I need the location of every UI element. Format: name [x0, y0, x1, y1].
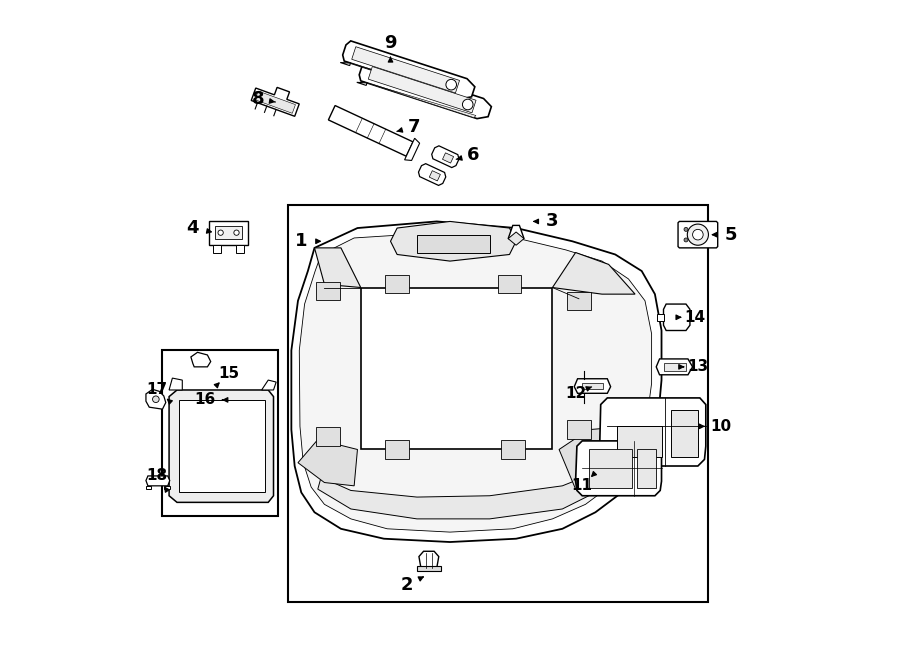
Text: 5: 5 — [724, 225, 737, 244]
Polygon shape — [663, 304, 690, 330]
Polygon shape — [191, 352, 211, 367]
Text: 16: 16 — [194, 393, 216, 407]
Text: 6: 6 — [467, 146, 480, 165]
Polygon shape — [347, 62, 459, 98]
Polygon shape — [215, 226, 242, 239]
Polygon shape — [553, 253, 635, 294]
Polygon shape — [576, 441, 662, 496]
Text: 12: 12 — [565, 386, 586, 401]
Circle shape — [693, 229, 703, 240]
Polygon shape — [508, 225, 524, 239]
Text: 3: 3 — [546, 212, 559, 231]
Polygon shape — [559, 426, 628, 489]
Text: 9: 9 — [384, 34, 397, 52]
Polygon shape — [356, 83, 367, 85]
Polygon shape — [391, 221, 516, 261]
Polygon shape — [385, 440, 409, 459]
Polygon shape — [318, 473, 608, 519]
Polygon shape — [255, 91, 295, 113]
Polygon shape — [352, 47, 460, 93]
Polygon shape — [361, 288, 553, 449]
Text: 2: 2 — [400, 576, 413, 594]
Text: 14: 14 — [684, 310, 705, 325]
Text: 8: 8 — [252, 90, 265, 108]
Circle shape — [152, 396, 159, 403]
Circle shape — [446, 79, 456, 90]
Polygon shape — [385, 275, 409, 293]
Text: 15: 15 — [218, 366, 239, 381]
Bar — [288, 205, 707, 602]
Polygon shape — [567, 292, 590, 310]
Polygon shape — [417, 566, 441, 571]
Polygon shape — [359, 61, 491, 118]
Circle shape — [234, 230, 239, 235]
Polygon shape — [364, 82, 476, 118]
Polygon shape — [314, 248, 361, 288]
Circle shape — [463, 99, 473, 110]
Polygon shape — [567, 420, 590, 439]
Polygon shape — [508, 232, 524, 245]
Polygon shape — [418, 164, 446, 185]
Polygon shape — [212, 245, 220, 253]
Polygon shape — [429, 171, 440, 181]
Polygon shape — [343, 41, 475, 98]
Text: 13: 13 — [688, 360, 708, 374]
Text: 1: 1 — [295, 232, 308, 251]
Polygon shape — [405, 138, 419, 161]
Polygon shape — [146, 476, 170, 486]
Polygon shape — [443, 153, 454, 163]
Text: 11: 11 — [572, 479, 593, 493]
Polygon shape — [664, 363, 686, 371]
Polygon shape — [209, 221, 248, 245]
Polygon shape — [237, 245, 245, 253]
Polygon shape — [589, 449, 632, 488]
Polygon shape — [671, 410, 698, 457]
Circle shape — [218, 230, 223, 235]
Text: 4: 4 — [186, 219, 199, 237]
Polygon shape — [179, 400, 265, 492]
Polygon shape — [418, 551, 439, 568]
Polygon shape — [169, 378, 183, 390]
Text: 18: 18 — [147, 469, 167, 483]
Polygon shape — [316, 282, 339, 300]
Polygon shape — [298, 440, 357, 486]
Polygon shape — [169, 390, 274, 502]
Polygon shape — [432, 146, 459, 167]
Polygon shape — [678, 221, 717, 248]
Polygon shape — [582, 383, 603, 389]
Polygon shape — [146, 389, 166, 409]
Polygon shape — [616, 426, 662, 457]
Polygon shape — [251, 87, 299, 116]
Circle shape — [688, 224, 708, 245]
Circle shape — [684, 238, 688, 242]
Circle shape — [684, 227, 688, 231]
Polygon shape — [146, 486, 151, 489]
Polygon shape — [300, 233, 652, 532]
Polygon shape — [316, 427, 339, 446]
Polygon shape — [417, 235, 490, 253]
Text: 10: 10 — [710, 419, 732, 434]
Polygon shape — [656, 359, 693, 375]
Polygon shape — [328, 106, 413, 156]
Text: 17: 17 — [147, 383, 167, 397]
Polygon shape — [368, 67, 476, 113]
Polygon shape — [498, 275, 521, 293]
Polygon shape — [574, 379, 610, 393]
Polygon shape — [262, 380, 276, 390]
Polygon shape — [599, 398, 706, 466]
Polygon shape — [292, 221, 662, 542]
Text: 7: 7 — [408, 118, 420, 136]
Polygon shape — [501, 440, 525, 459]
Polygon shape — [340, 63, 350, 65]
Polygon shape — [637, 449, 656, 488]
Polygon shape — [657, 314, 663, 321]
Bar — [163, 350, 278, 516]
Polygon shape — [165, 486, 170, 489]
